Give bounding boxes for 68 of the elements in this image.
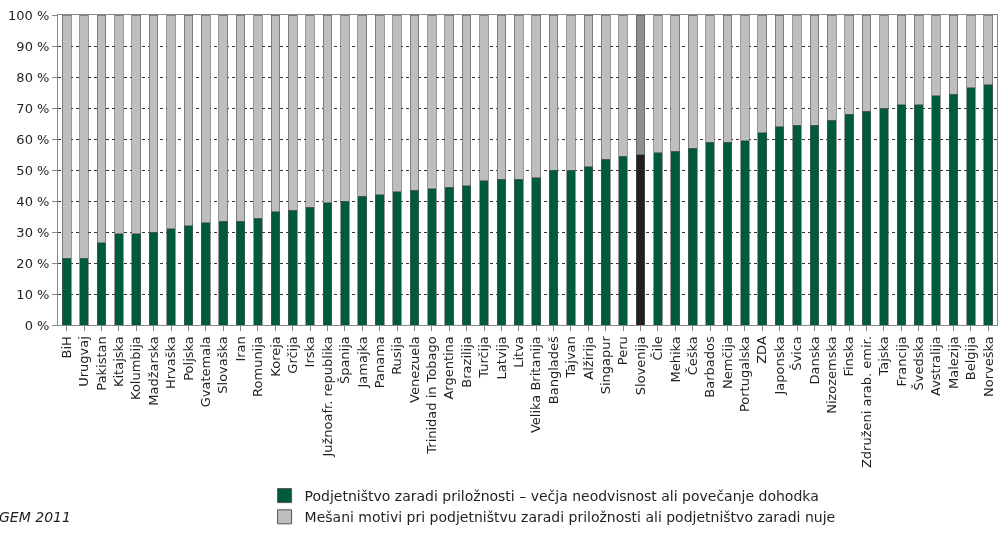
x-tick-label: Rusija bbox=[389, 336, 405, 375]
x-tick-label: Trinidad in Tobago bbox=[424, 336, 440, 455]
y-tick-label: 40 % bbox=[16, 193, 50, 209]
x-tick-label: Francija bbox=[893, 336, 909, 387]
x-tick-label: Turčija bbox=[476, 336, 492, 379]
x-tick-label: Slovaška bbox=[215, 336, 231, 394]
x-tick-label: Čile bbox=[650, 336, 666, 361]
x-tick-label: Češka bbox=[684, 336, 700, 376]
x-tick-label: Irska bbox=[302, 336, 318, 368]
x-tick-label: Madžarska bbox=[145, 336, 161, 406]
x-tick-label: Alžirija bbox=[580, 336, 596, 380]
x-tick-label: Velika Britanija bbox=[528, 336, 544, 434]
x-tick-label: Barbados bbox=[702, 335, 718, 398]
x-tick-label: Švica bbox=[789, 336, 805, 371]
x-tick-label: Malezija bbox=[945, 336, 961, 390]
x-tick-label: BiH bbox=[58, 336, 74, 359]
x-tick-label: Iran bbox=[232, 336, 248, 362]
x-tick-label: Urugvaj bbox=[76, 336, 92, 387]
x-tick-label: Koreja bbox=[267, 336, 283, 377]
x-tick-label: Gvatemala bbox=[198, 336, 214, 408]
x-tick-label: Mehika bbox=[667, 336, 683, 383]
x-tick-label: Latvija bbox=[493, 336, 509, 380]
x-tick-label: Portugalska bbox=[737, 336, 753, 413]
x-tick-label: Litva bbox=[511, 336, 527, 368]
y-tick-label: 90 % bbox=[16, 38, 50, 54]
x-tick-label: Južnoafr. republika bbox=[319, 336, 335, 458]
x-tick-label: Nizozemska bbox=[824, 336, 840, 414]
y-tick-label: 30 % bbox=[16, 224, 50, 240]
x-tick-label: Tajska bbox=[876, 336, 892, 377]
y-tick-label: 80 % bbox=[16, 69, 50, 85]
x-tick-label: Švedska bbox=[910, 336, 926, 391]
x-tick-label: Jamajka bbox=[354, 336, 370, 389]
x-tick-label: Japonska bbox=[771, 336, 787, 396]
y-tick-label: 50 % bbox=[16, 162, 50, 178]
x-tick-label: Kolumbija bbox=[128, 336, 144, 400]
legend-label: Podjetništvo zaradi priložnosti – večja neodvisnost ali povečanje dohodka bbox=[304, 488, 819, 505]
x-tick-label: Nemčija bbox=[719, 336, 735, 389]
x-tick-label: Bangladeš bbox=[545, 335, 561, 405]
y-tick-label: 100 % bbox=[8, 7, 50, 23]
y-tick-label: 70 % bbox=[16, 100, 50, 116]
x-tick-label: Singapur bbox=[597, 335, 613, 395]
x-tick-label: Slovenija bbox=[632, 336, 648, 396]
x-tick-label: Grčija bbox=[284, 336, 300, 374]
y-tick-label: 20 % bbox=[16, 255, 50, 271]
x-tick-label: Norveška bbox=[980, 336, 996, 397]
x-tick-label: Danska bbox=[806, 336, 822, 385]
x-tick-label: Peru bbox=[615, 336, 631, 366]
x-tick-label: Tajvan bbox=[563, 336, 579, 379]
text: GEM 2011 bbox=[0, 509, 71, 525]
x-tick-label: Panama bbox=[371, 336, 387, 389]
x-tick-label: Belgija bbox=[963, 336, 979, 381]
x-tick-label: Španija bbox=[337, 336, 353, 385]
x-tick-label: Poljska bbox=[180, 336, 196, 381]
x-tick-label: Združeni arab. emir. bbox=[858, 336, 874, 469]
x-tick-label: Kitajska bbox=[111, 336, 127, 388]
x-tick-label: Hrvaška bbox=[163, 336, 179, 390]
x-tick-label: ZDA bbox=[754, 336, 770, 364]
x-tick-label: Brazilija bbox=[458, 336, 474, 388]
x-tick-label: Venezuela bbox=[406, 336, 422, 403]
y-tick-label: 0 % bbox=[24, 317, 50, 333]
x-tick-label: Pakistan bbox=[93, 336, 109, 391]
legend-label: Mešani motivi pri podjetništvu zaradi priložnosti ali podjetništvo zaradi nuje bbox=[304, 509, 836, 526]
x-tick-label: Avstralija bbox=[928, 336, 944, 397]
x-tick-label: Romunija bbox=[250, 336, 266, 397]
y-tick-label: 10 % bbox=[16, 286, 50, 302]
y-tick-label: 60 % bbox=[16, 131, 50, 147]
x-tick-label: Finska bbox=[841, 336, 857, 377]
x-tick-label: Argentina bbox=[441, 336, 457, 400]
